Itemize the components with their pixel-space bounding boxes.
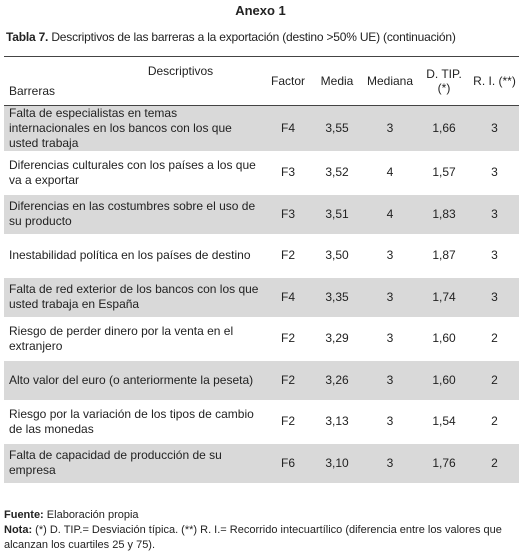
value-cell: F3: [264, 193, 312, 236]
value-cell: 3: [362, 276, 418, 319]
value-cell: 1,54: [418, 401, 470, 444]
barrier-cell: Falta de red exterior de los bancos con …: [4, 276, 264, 319]
value-cell: F4: [264, 105, 312, 153]
table-row: Diferencias culturales con los países a …: [4, 152, 519, 195]
table-row: Riesgo por la variación de los tipos de …: [4, 401, 519, 444]
value-cell: 1,83: [418, 193, 470, 236]
barrier-cell: Alto valor del euro (o anteriormente la …: [4, 359, 264, 402]
value-cell: 4: [362, 152, 418, 195]
value-cell: 3: [362, 359, 418, 402]
header-row: Descriptivos Barreras Factor Media Mediana D…: [4, 56, 519, 106]
footer: Fuente: Elaboración propia Nota: (*) D. …: [4, 508, 519, 553]
value-cell: 3: [362, 442, 418, 485]
barrier-cell: Diferencias en las costumbres sobre el u…: [4, 193, 264, 236]
corner: Descriptivos Barreras: [4, 57, 264, 106]
barrier-cell: Falta de especialistas en temas internac…: [4, 105, 264, 153]
value-cell: 2: [470, 359, 519, 402]
value-cell: F6: [264, 442, 312, 485]
value-cell: 1,76: [418, 442, 470, 485]
value-cell: 3: [362, 235, 418, 278]
value-cell: F2: [264, 359, 312, 402]
value-cell: 3,52: [312, 152, 362, 195]
barrier-cell: Inestabilidad política en los países de …: [4, 235, 264, 278]
value-cell: 1,87: [418, 235, 470, 278]
table-body: Falta de especialistas en temas internac…: [4, 105, 519, 485]
barrier-cell: Diferencias culturales con los países a …: [4, 152, 264, 195]
value-cell: 2: [470, 442, 519, 485]
value-cell: 4: [362, 193, 418, 236]
value-cell: F2: [264, 401, 312, 444]
value-cell: 1,74: [418, 276, 470, 319]
value-cell: 3,50: [312, 235, 362, 278]
barrier-cell: Riesgo de perder dinero por la venta en …: [4, 318, 264, 361]
note-label: Nota:: [4, 524, 33, 536]
value-cell: 3,26: [312, 359, 362, 402]
source-label: Fuente:: [4, 509, 44, 521]
value-cell: 3,29: [312, 318, 362, 361]
value-cell: 3,55: [312, 105, 362, 153]
value-cell: 3,10: [312, 442, 362, 485]
caption: Tabla 7. Descriptivos de las barreras a …: [6, 30, 456, 44]
table-row: Diferencias en las costumbres sobre el u…: [4, 193, 519, 236]
table-row: Falta de red exterior de los bancos con …: [4, 276, 519, 319]
value-cell: F3: [264, 152, 312, 195]
value-cell: 3: [470, 276, 519, 319]
value-cell: F4: [264, 276, 312, 319]
value-cell: 3: [470, 193, 519, 236]
corner-top: Descriptivos: [147, 64, 214, 78]
value-cell: 2: [470, 401, 519, 444]
column-header: Mediana: [366, 74, 414, 88]
table-row: Falta de especialistas en temas internac…: [4, 105, 519, 153]
value-cell: 3,35: [312, 276, 362, 319]
table-row: Inestabilidad política en los países de …: [4, 235, 519, 278]
note-text: (*) D. TIP.= Desviación típica. (**) R. …: [4, 524, 502, 551]
value-cell: F2: [264, 318, 312, 361]
value-cell: 3: [362, 318, 418, 361]
source-text: Elaboración propia: [46, 509, 139, 521]
title: Anexo 1: [235, 3, 286, 18]
value-cell: 2: [470, 318, 519, 361]
value-cell: 3,51: [312, 193, 362, 236]
value-cell: 3,13: [312, 401, 362, 444]
caption-label: Tabla 7.: [6, 30, 49, 44]
value-cell: 3: [362, 401, 418, 444]
value-cell: 3: [470, 152, 519, 195]
note: Nota: (*) D. TIP.= Desviación típica. (*…: [4, 523, 519, 553]
value-cell: F2: [264, 235, 312, 278]
column-header: R. I. (**): [473, 74, 516, 88]
value-cell: 3: [470, 105, 519, 153]
table: Descriptivos Barreras Factor Media Mediana D…: [4, 56, 519, 485]
value-cell: 3: [362, 105, 418, 153]
barrier-cell: Falta de capacidad de producción de su e…: [4, 442, 264, 485]
source: Fuente: Elaboración propia: [4, 508, 519, 523]
column-header: Factor: [270, 74, 305, 88]
value-cell: 1,60: [418, 359, 470, 402]
value-cell: 1,57: [418, 152, 470, 195]
value-cell: 1,60: [418, 318, 470, 361]
value-cell: 3: [470, 235, 519, 278]
table-row: Riesgo de perder dinero por la venta en …: [4, 318, 519, 361]
column-header: Media: [320, 74, 354, 88]
caption-text: Descriptivos de las barreras a la export…: [51, 30, 456, 44]
value-cell: 1,66: [418, 105, 470, 153]
table-row: Alto valor del euro (o anteriormente la …: [4, 359, 519, 402]
table-row: Falta de capacidad de producción de su e…: [4, 442, 519, 485]
barrier-cell: Riesgo por la variación de los tipos de …: [4, 401, 264, 444]
corner-bottom: Barreras: [9, 84, 56, 98]
column-header: D. TIP. (*): [426, 67, 462, 95]
